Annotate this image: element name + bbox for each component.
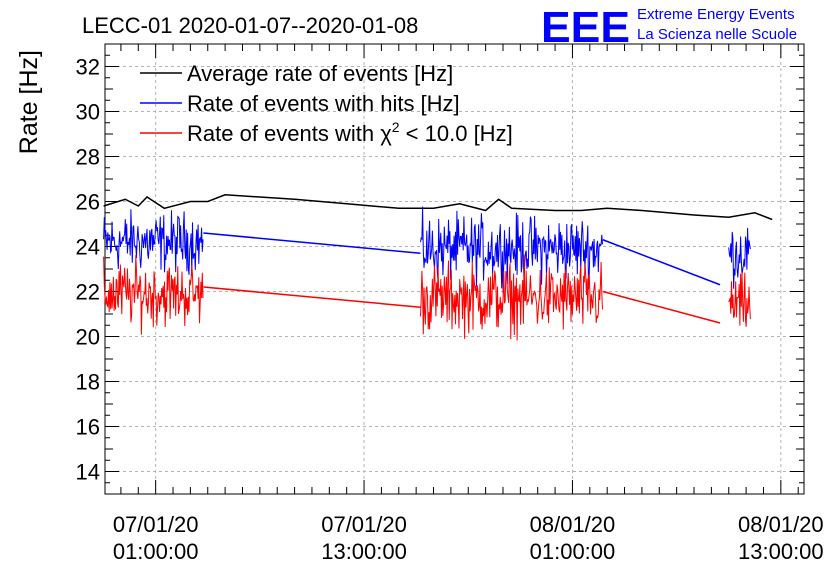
legend: Average rate of events [Hz] Rate of event…	[140, 61, 513, 146]
plot-area	[103, 194, 773, 341]
series-noise-block	[420, 254, 603, 341]
series-3	[103, 254, 751, 341]
series-connector	[203, 232, 421, 254]
logo-mark: EEE	[541, 3, 630, 52]
y-tick-label: 18	[76, 370, 100, 395]
legend-item-2: Rate of events with hits [Hz]	[140, 91, 460, 116]
chart-title: LECC-01 2020-01-07--2020-01-08	[82, 13, 418, 38]
series-noise-block	[420, 206, 603, 294]
logo-line-2: La Scienza nelle Scuole	[637, 26, 797, 43]
series-connector	[602, 239, 721, 286]
x-tick-date: 07/01/20	[321, 512, 407, 537]
series-2	[103, 206, 751, 294]
y-axis-label: Rate [Hz]	[15, 50, 43, 154]
x-tick-date: 07/01/20	[113, 512, 199, 537]
legend-label: Rate of events with hits [Hz]	[187, 91, 460, 116]
series-noise-block	[103, 255, 204, 335]
eee-logo: EEE Extreme Energy Events La Scienza nel…	[541, 3, 797, 52]
x-tick-time: 13:00:00	[738, 539, 824, 564]
series-1	[103, 194, 773, 221]
legend-label: Average rate of events [Hz]	[187, 61, 453, 86]
x-tick-date: 08/01/20	[738, 512, 824, 537]
y-tick-label: 28	[76, 145, 100, 170]
series-noise-block	[103, 209, 204, 276]
x-tick-date: 08/01/20	[530, 512, 616, 537]
plot-frame	[104, 43, 805, 495]
y-tick-label: 22	[76, 280, 100, 305]
series-connector	[602, 290, 721, 324]
y-tick-label: 16	[76, 415, 100, 440]
series-noise-block	[728, 272, 751, 327]
y-tick-label: 20	[76, 325, 100, 350]
axes: 1416182022242628303207/01/2001:00:0007/0…	[76, 43, 824, 564]
x-tick-time: 13:00:00	[321, 539, 407, 564]
y-tick-label: 30	[76, 100, 100, 125]
y-tick-label: 14	[76, 460, 100, 485]
x-tick-time: 01:00:00	[530, 539, 616, 564]
y-tick-label: 32	[76, 55, 100, 80]
x-tick-time: 01:00:00	[113, 539, 199, 564]
legend-item-1: Average rate of events [Hz]	[140, 61, 453, 86]
legend-label: Rate of events with χ2 < 10.0 [Hz]	[187, 119, 513, 146]
y-tick-label: 26	[76, 190, 100, 215]
series-noise-block	[728, 227, 751, 289]
y-tick-label: 24	[76, 235, 100, 260]
series-connector	[203, 286, 421, 308]
logo-line-1: Extreme Energy Events	[637, 6, 795, 23]
series-line	[103, 194, 773, 221]
legend-item-3: Rate of events with χ2 < 10.0 [Hz]	[140, 119, 513, 146]
